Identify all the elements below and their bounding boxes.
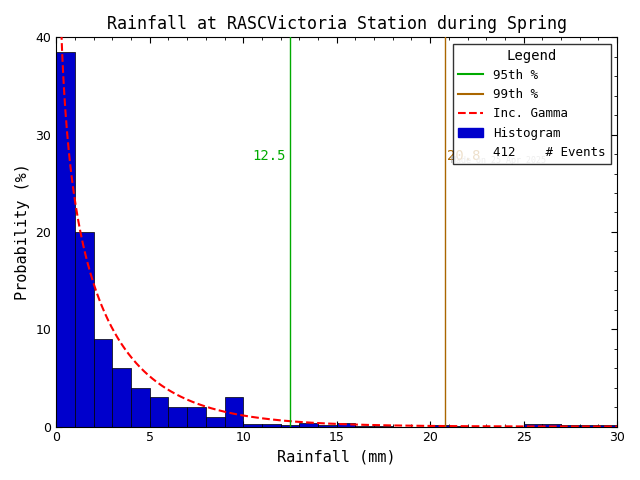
- Bar: [449, 426, 468, 427]
- Bar: [598, 425, 617, 427]
- Text: Made on 25 Apr 2025: Made on 25 Apr 2025: [451, 156, 546, 165]
- Bar: [561, 425, 580, 427]
- Bar: [243, 424, 262, 427]
- Inc. Gamma: [300, 420, 307, 425]
- X-axis label: Rainfall (mm): Rainfall (mm): [277, 450, 396, 465]
- Inc. Gamma: [613, 424, 621, 430]
- Bar: [262, 424, 280, 427]
- Title: Rainfall at RASCVictoria Station during Spring: Rainfall at RASCVictoria Station during …: [107, 15, 566, 33]
- Inc. Gamma: [438, 423, 445, 429]
- Bar: [113, 368, 131, 427]
- Bar: [374, 426, 393, 427]
- Line: Inc. Gamma: Inc. Gamma: [56, 0, 617, 427]
- Bar: [318, 425, 337, 427]
- Bar: [300, 423, 318, 427]
- Text: 12.5: 12.5: [253, 149, 286, 163]
- Inc. Gamma: [490, 423, 497, 429]
- Inc. Gamma: [500, 423, 508, 429]
- Bar: [355, 426, 374, 427]
- Bar: [430, 425, 449, 427]
- Bar: [187, 407, 206, 427]
- Legend: 95th %, 99th %, Inc. Gamma, Histogram, 412    # Events: 95th %, 99th %, Inc. Gamma, Histogram, 4…: [453, 44, 611, 164]
- Y-axis label: Probability (%): Probability (%): [15, 164, 30, 300]
- Bar: [131, 388, 150, 427]
- Bar: [542, 424, 561, 427]
- Bar: [337, 423, 355, 427]
- Bar: [56, 52, 75, 427]
- Inc. Gamma: [110, 328, 118, 334]
- Text: 20.8: 20.8: [447, 149, 481, 163]
- Bar: [150, 397, 168, 427]
- Bar: [75, 232, 93, 427]
- Inc. Gamma: [279, 418, 287, 423]
- Bar: [168, 407, 187, 427]
- Bar: [225, 397, 243, 427]
- Bar: [93, 339, 113, 427]
- Bar: [524, 424, 542, 427]
- Bar: [280, 425, 300, 427]
- Bar: [580, 425, 598, 427]
- Bar: [206, 417, 225, 427]
